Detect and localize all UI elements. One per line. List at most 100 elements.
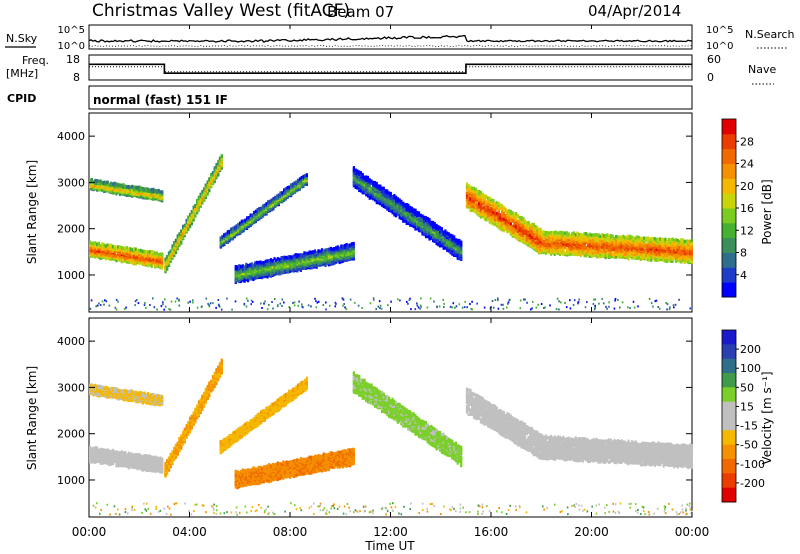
echo-cell: [192, 208, 195, 212]
echo-cell: [243, 279, 246, 283]
echo-cell: [221, 242, 224, 246]
echo-cell: [305, 260, 308, 265]
echo-cell: [327, 252, 331, 257]
echo-cell: [217, 165, 220, 169]
echo-cell: [270, 198, 273, 202]
echo-cell: [336, 251, 339, 255]
echo-cell: [213, 171, 216, 176]
echo-cell: [115, 254, 118, 258]
echo-cell: [238, 267, 241, 271]
echo-cell: [247, 277, 250, 282]
echo-cell: [292, 254, 295, 259]
echo-cell: [211, 171, 215, 175]
echo-cell: [282, 255, 285, 260]
echo-cell: [131, 250, 134, 255]
echo-cell: [220, 154, 223, 158]
echo-cell: [122, 246, 125, 251]
echo-cell: [273, 261, 276, 265]
echo-cell: [157, 253, 160, 257]
echo-cell: [110, 250, 113, 254]
echo-cell: [103, 187, 106, 192]
echo-cell: [320, 250, 324, 254]
echo-cell: [261, 268, 264, 272]
echo-cell: [324, 261, 327, 265]
echo-cell: [320, 248, 324, 252]
echo-cell: [131, 192, 134, 196]
echo-cell: [345, 258, 348, 262]
echo-cell: [252, 272, 255, 276]
echo-cell: [286, 191, 289, 196]
echo-cell: [350, 242, 353, 246]
echo-cell: [284, 261, 287, 265]
echo-cell: [291, 267, 294, 272]
echo-cell: [250, 275, 253, 279]
echo-cell: [97, 255, 100, 259]
echo-cell: [333, 247, 336, 251]
echo-cell: [232, 228, 235, 232]
echo-cell: [127, 260, 130, 264]
echo-cell: [124, 188, 127, 193]
echo-cell: [133, 254, 136, 258]
echo-cell: [101, 181, 104, 185]
echo-cell: [104, 256, 107, 261]
echo-cell: [147, 188, 150, 192]
echo-cell: [347, 250, 350, 254]
echo-cell: [298, 263, 301, 267]
echo-cell: [90, 242, 93, 246]
echo-cell: [136, 255, 139, 260]
echo-cell: [182, 231, 185, 235]
echo-cell: [287, 261, 290, 265]
echo-cell: [244, 218, 247, 222]
echo-cell: [235, 224, 238, 228]
echo-cell: [161, 257, 164, 261]
echo-cell: [262, 261, 266, 265]
echo-cell: [285, 256, 288, 260]
echo-cell: [154, 195, 157, 199]
echo-cell: [247, 264, 250, 268]
echo-cell: [317, 249, 320, 253]
echo-cell: [295, 180, 298, 184]
echo-cell: [248, 267, 251, 272]
echo-cell: [176, 242, 179, 246]
echo-cell: [101, 244, 104, 248]
echo-cell: [92, 245, 95, 250]
echo-cell: [270, 203, 273, 208]
echo-cell: [240, 275, 243, 280]
echo-cell: [299, 256, 302, 261]
date-title: 04/Apr/2014: [588, 2, 681, 20]
echo-cell: [245, 262, 248, 267]
echo-cell: [164, 259, 167, 263]
echo-cell: [97, 241, 100, 246]
echo-cell: [273, 270, 276, 275]
echo-cell: [250, 264, 253, 268]
echo-cell: [241, 269, 244, 273]
echo-cell: [199, 192, 202, 197]
echo-cell: [110, 254, 113, 258]
echo-cell: [118, 250, 122, 255]
echo-cell: [120, 249, 123, 253]
echo-cell: [143, 187, 146, 192]
echo-cell: [185, 218, 188, 223]
freq-panel: Freq. [MHz] 18 8 60 0 Nave: [6, 53, 776, 85]
echo-cell: [299, 263, 302, 267]
echo-cell: [253, 210, 256, 215]
echo-cell: [299, 259, 302, 264]
echo-cell: [234, 265, 237, 269]
echo-cell: [215, 163, 218, 167]
echo-cell: [278, 257, 281, 262]
echo-cell: [106, 249, 109, 253]
echo-cell: [122, 183, 125, 187]
echo-cell: [134, 185, 137, 190]
echo-cell: [113, 244, 116, 249]
echo-cell: [272, 207, 275, 211]
echo-cell: [236, 275, 239, 279]
echo-cell: [155, 251, 158, 255]
echo-cell: [90, 186, 93, 191]
echo-cell: [134, 250, 137, 254]
echo-cell: [254, 209, 257, 214]
echo-cell: [141, 187, 144, 191]
echo-cell: [106, 243, 109, 247]
echo-cell: [291, 183, 294, 187]
echo-cell: [192, 215, 195, 219]
echo-cell: [251, 213, 254, 217]
